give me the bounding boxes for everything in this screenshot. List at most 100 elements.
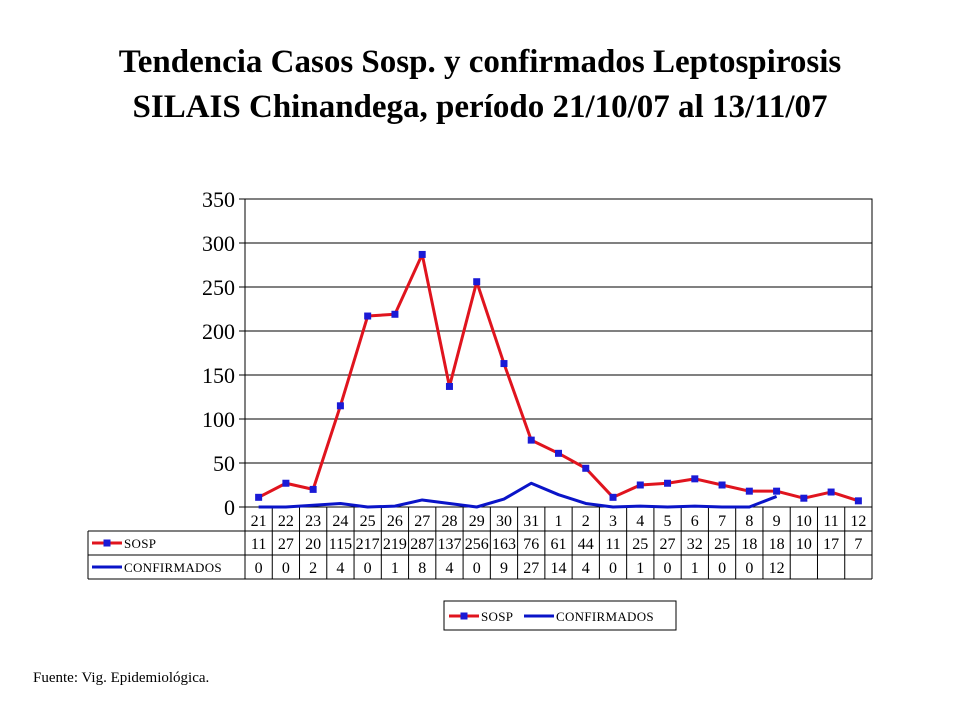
data-label: 287 bbox=[410, 536, 434, 553]
data-label: 27 bbox=[278, 536, 294, 553]
x-tick-label: 3 bbox=[609, 513, 617, 530]
data-label: 27 bbox=[660, 536, 676, 553]
data-point-sosp bbox=[800, 494, 808, 502]
data-label: 1 bbox=[691, 560, 699, 577]
y-tick-label: 50 bbox=[213, 451, 235, 476]
y-tick-label: 250 bbox=[202, 275, 235, 300]
series-line-confirmados bbox=[258, 481, 778, 509]
data-label: 0 bbox=[718, 560, 726, 577]
data-point-sosp bbox=[609, 493, 617, 501]
data-label: 61 bbox=[551, 536, 567, 553]
data-label: 0 bbox=[255, 560, 263, 577]
x-tick-label: 4 bbox=[636, 513, 644, 530]
x-tick-label: 5 bbox=[664, 513, 672, 530]
x-tick-label: 1 bbox=[555, 513, 563, 530]
data-point-sosp bbox=[473, 278, 481, 286]
y-tick-label: 150 bbox=[202, 363, 235, 388]
data-point-sosp bbox=[418, 250, 426, 258]
data-label: 18 bbox=[741, 536, 757, 553]
data-label: 163 bbox=[492, 536, 516, 553]
data-label: 25 bbox=[714, 536, 730, 553]
x-tick-label: 2 bbox=[582, 513, 590, 530]
table-series-label: CONFIRMADOS bbox=[124, 560, 222, 575]
data-label: 17 bbox=[823, 536, 839, 553]
data-point-sosp bbox=[582, 464, 590, 472]
data-point-sosp bbox=[282, 479, 290, 487]
data-point-sosp bbox=[636, 481, 644, 489]
x-tick-label: 9 bbox=[773, 513, 781, 530]
data-label: 14 bbox=[551, 560, 567, 577]
x-tick-label: 6 bbox=[691, 513, 699, 530]
data-point-sosp bbox=[664, 479, 672, 487]
x-tick-label: 27 bbox=[414, 513, 430, 530]
data-label: 219 bbox=[383, 536, 407, 553]
data-label: 115 bbox=[329, 536, 352, 553]
data-point-sosp bbox=[745, 487, 753, 495]
x-tick-label: 29 bbox=[469, 513, 485, 530]
x-tick-label: 21 bbox=[251, 513, 267, 530]
x-tick-label: 28 bbox=[441, 513, 457, 530]
data-label: 4 bbox=[336, 560, 344, 577]
x-tick-label: 12 bbox=[850, 513, 866, 530]
data-label: 2 bbox=[309, 560, 317, 577]
data-label: 0 bbox=[609, 560, 617, 577]
data-label: 0 bbox=[364, 560, 372, 577]
data-label: 27 bbox=[523, 560, 539, 577]
x-tick-label: 31 bbox=[523, 513, 539, 530]
legend-label: CONFIRMADOS bbox=[556, 609, 654, 624]
data-label: 8 bbox=[418, 560, 426, 577]
data-label: 4 bbox=[445, 560, 453, 577]
data-point-sosp bbox=[527, 436, 535, 444]
data-label: 20 bbox=[305, 536, 321, 553]
data-label: 11 bbox=[251, 536, 266, 553]
data-label: 0 bbox=[282, 560, 290, 577]
x-tick-label: 24 bbox=[332, 513, 348, 530]
data-label: 0 bbox=[473, 560, 481, 577]
data-label: 1 bbox=[391, 560, 399, 577]
data-label: 4 bbox=[582, 560, 590, 577]
legend-label: SOSP bbox=[481, 609, 513, 624]
data-label: 0 bbox=[745, 560, 753, 577]
data-point-sosp bbox=[309, 485, 317, 493]
data-point-sosp bbox=[718, 481, 726, 489]
data-label: 217 bbox=[356, 536, 380, 553]
data-label: 9 bbox=[500, 560, 508, 577]
data-label: 76 bbox=[523, 536, 539, 553]
data-point-sosp bbox=[364, 312, 372, 320]
data-point-sosp bbox=[255, 493, 263, 501]
data-point-sosp bbox=[445, 382, 453, 390]
data-label: 18 bbox=[769, 536, 785, 553]
x-tick-label: 22 bbox=[278, 513, 294, 530]
data-point-sosp bbox=[827, 488, 835, 496]
y-tick-label: 350 bbox=[202, 187, 235, 212]
x-tick-label: 11 bbox=[823, 513, 838, 530]
y-tick-label: 300 bbox=[202, 231, 235, 256]
data-label: 0 bbox=[664, 560, 672, 577]
table-legend-marker bbox=[103, 539, 111, 547]
x-tick-label: 8 bbox=[745, 513, 753, 530]
data-point-sosp bbox=[391, 310, 399, 318]
data-label: 32 bbox=[687, 536, 703, 553]
x-tick-label: 26 bbox=[387, 513, 403, 530]
data-label: 256 bbox=[465, 536, 489, 553]
data-point-sosp bbox=[336, 402, 344, 410]
data-label: 7 bbox=[854, 536, 862, 553]
data-label: 137 bbox=[437, 536, 461, 553]
data-label: 25 bbox=[632, 536, 648, 553]
table-series-label: SOSP bbox=[124, 536, 156, 551]
data-point-sosp bbox=[691, 475, 699, 483]
legend-box bbox=[443, 600, 677, 631]
data-label: 1 bbox=[636, 560, 644, 577]
chart-title: Tendencia Casos Sosp. y confirmados Lept… bbox=[118, 44, 842, 125]
x-tick-label: 25 bbox=[360, 513, 376, 530]
legend-marker-sosp bbox=[460, 612, 468, 620]
y-tick-label: 0 bbox=[224, 495, 235, 520]
plot-area bbox=[244, 198, 873, 508]
x-tick-label: 10 bbox=[796, 513, 812, 530]
x-tick-label: 23 bbox=[305, 513, 321, 530]
data-label: 11 bbox=[605, 536, 620, 553]
data-point-sosp bbox=[773, 487, 781, 495]
data-label: 12 bbox=[769, 560, 785, 577]
data-point-sosp bbox=[854, 497, 862, 505]
